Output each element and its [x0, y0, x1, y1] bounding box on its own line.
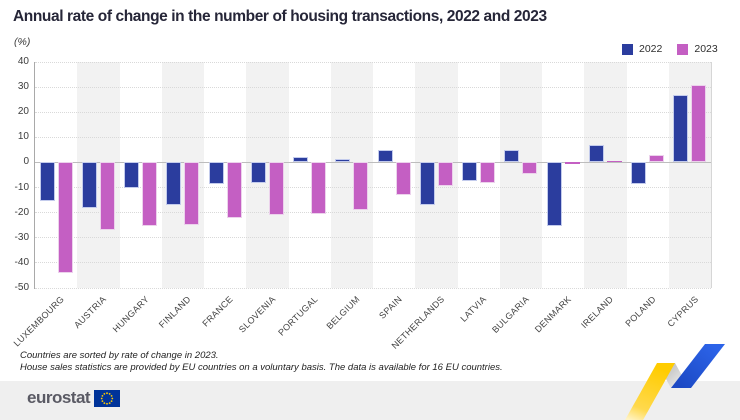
x-category-label: CYPRUS — [665, 294, 700, 329]
bar-2022-hungary — [124, 162, 140, 188]
y-tick-label: 40 — [17, 56, 29, 67]
zero-gridline — [35, 161, 711, 163]
bar-2022-austria — [81, 162, 97, 208]
eurostat-wordmark: eurostat — [27, 388, 91, 407]
x-category-label: HUNGARY — [110, 294, 151, 335]
x-category-label: BULGARIA — [489, 294, 531, 335]
bar-2022-luxembourg — [39, 162, 55, 202]
y-tick-label: 10 — [17, 131, 29, 143]
x-category-label: BELGIUM — [324, 294, 362, 332]
x-category-label: DENMARK — [532, 294, 574, 335]
ribbon-decoration-icon — [625, 344, 725, 420]
footnotes: Countries are sorted by rate of change i… — [20, 350, 503, 374]
x-category-label: POLAND — [623, 294, 658, 329]
bar-2022-bulgaria — [504, 149, 520, 163]
x-category-label: FINLAND — [157, 294, 193, 330]
eurostat-logo: eurostat — [27, 388, 121, 408]
bar-2023-luxembourg — [57, 162, 73, 273]
gridline — [35, 237, 711, 239]
bar-2023-slovenia — [268, 162, 284, 216]
gridline — [35, 61, 711, 63]
bar-2022-cyprus — [673, 94, 689, 163]
bar-2022-france — [208, 162, 224, 184]
legend-label-2023: 2023 — [694, 43, 718, 55]
gridline — [35, 86, 711, 88]
x-category-label: LATVIA — [458, 294, 489, 324]
legend-item-2022: 2022 — [622, 43, 662, 55]
gridline — [35, 287, 711, 289]
plot-band-ireland — [584, 62, 627, 288]
x-category-label: SPAIN — [377, 294, 405, 321]
plot-band-bulgaria — [499, 62, 542, 288]
bar-2022-poland — [631, 162, 647, 184]
x-category-label: SLOVENIA — [236, 294, 278, 335]
footnote-sorting: Countries are sorted by rate of change i… — [20, 350, 219, 361]
legend-swatch-2022-icon — [622, 43, 633, 55]
bar-2023-latvia — [480, 162, 496, 183]
bar-2022-spain — [377, 149, 393, 163]
y-tick-label: -50 — [14, 282, 29, 293]
y-tick-label: -40 — [14, 256, 29, 268]
y-axis-line — [34, 62, 35, 289]
x-category-label: FRANCE — [200, 294, 236, 329]
y-tick-label: 30 — [17, 81, 29, 93]
bar-2022-netherlands — [419, 162, 435, 206]
bar-2023-finland — [184, 162, 200, 226]
y-tick-label: -10 — [14, 181, 29, 193]
plot-area — [35, 61, 712, 289]
bar-2023-belgium — [353, 162, 369, 211]
bar-2023-ireland — [606, 161, 622, 163]
gridline — [35, 187, 711, 189]
x-category-label: LUXEMBOURG — [11, 294, 67, 349]
unit-label: (%) — [14, 36, 31, 48]
bar-2023-netherlands — [437, 162, 453, 187]
gridline — [35, 136, 711, 138]
x-category-label: IRELAND — [579, 294, 616, 331]
legend-item-2023: 2023 — [677, 43, 718, 55]
bar-2022-finland — [166, 162, 182, 206]
eu-flag-icon — [94, 389, 121, 407]
bar-2022-latvia — [462, 162, 478, 182]
bar-2022-slovenia — [250, 162, 266, 183]
page-title: Annual rate of change in the number of h… — [13, 8, 547, 25]
bar-2023-spain — [395, 162, 411, 196]
gridline — [35, 212, 711, 214]
gridline — [35, 111, 711, 113]
x-category-label: AUSTRIA — [72, 294, 109, 331]
footer-band — [0, 381, 740, 420]
bar-2022-portugal — [293, 157, 309, 163]
bar-2023-poland — [649, 154, 665, 163]
bar-2023-hungary — [142, 162, 158, 227]
y-tick-label: -20 — [14, 206, 29, 218]
x-category-label: PORTUGAL — [276, 294, 320, 338]
bar-2022-belgium — [335, 158, 351, 163]
bar-2023-portugal — [311, 162, 327, 214]
legend-label-2022: 2022 — [639, 43, 663, 55]
legend: 2022 2023 — [622, 43, 718, 55]
bar-2023-cyprus — [691, 84, 707, 163]
bar-2022-denmark — [546, 162, 562, 227]
bar-2023-austria — [99, 162, 115, 231]
gridline — [35, 262, 711, 264]
y-tick-label: 20 — [17, 106, 29, 118]
bar-2023-denmark — [564, 162, 580, 164]
bar-2022-ireland — [588, 144, 604, 163]
y-tick-label: -30 — [14, 231, 29, 243]
legend-swatch-2023-icon — [677, 43, 689, 55]
bar-2023-france — [226, 162, 242, 218]
footnote-source: House sales statistics are provided by E… — [20, 362, 503, 373]
bar-2023-bulgaria — [522, 162, 538, 174]
y-tick-label: 0 — [23, 156, 29, 168]
